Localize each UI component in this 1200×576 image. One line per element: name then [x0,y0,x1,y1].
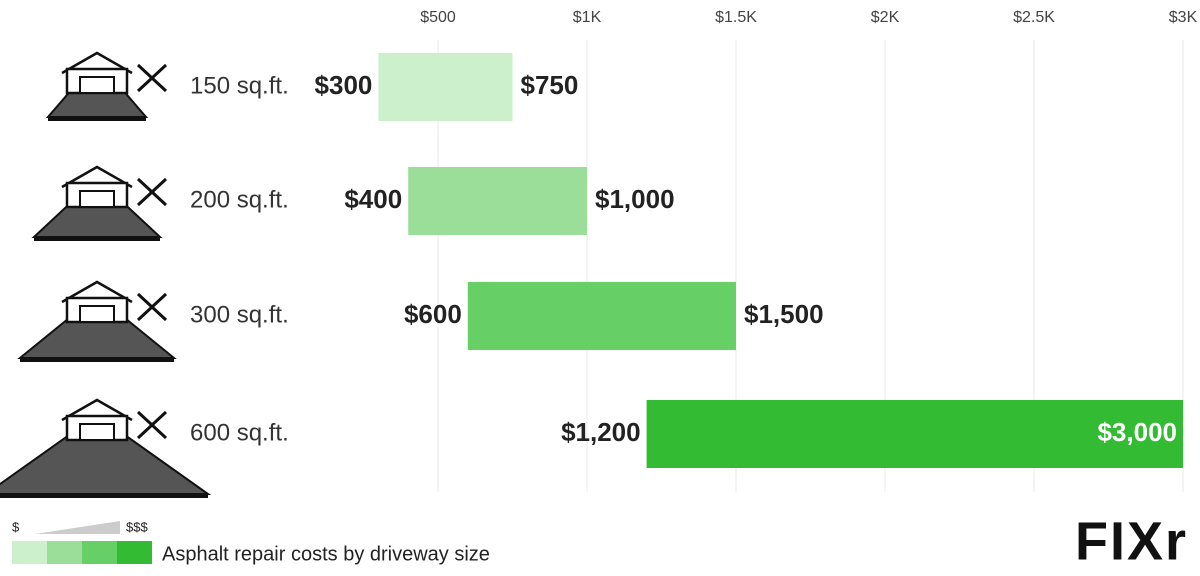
garage-door [79,305,115,323]
garage-roof [61,51,133,75]
category-label: 150 sq.ft. [190,72,289,99]
legend-swatch [47,541,82,564]
category-label: 300 sq.ft. [190,301,289,328]
legend-wedge [35,521,120,534]
bar [408,167,587,235]
x-tick-label: $500 [420,9,456,26]
category-label: 600 sq.ft. [190,419,289,446]
legend-swatch [82,541,117,564]
garage-roof [61,165,133,189]
driveway-icon [0,398,212,498]
high-label: $750 [521,70,579,100]
driveway-edge [34,237,160,241]
high-label: $1,500 [744,299,824,329]
low-label: $600 [404,299,462,329]
tool [136,177,168,207]
x-tick-label: $2K [871,9,900,26]
garage-roof [61,280,133,304]
garage-roof [61,398,133,422]
bar [467,282,736,350]
tool [136,410,168,440]
tool [136,63,168,93]
legend-low-label: $ [12,519,20,534]
driveway-edge [48,117,146,121]
high-label: $1,000 [595,184,675,214]
icons [0,51,212,498]
tool [136,292,168,322]
driveway-icon [31,165,168,241]
driveway-edge [20,358,174,362]
logo: FIXr [1075,511,1188,571]
legend-swatch [117,541,152,564]
x-tick-label: $3K [1169,9,1198,26]
bar [378,53,513,121]
legend-title: Asphalt repair costs by driveway size [162,543,490,565]
driveway-icon [45,51,168,121]
bar [646,400,1183,468]
low-label: $1,200 [561,417,641,447]
garage-door [79,190,115,208]
low-label: $300 [315,70,373,100]
x-tick-label: $2.5K [1013,9,1055,26]
garage-door [79,76,115,94]
garage-door [79,423,115,441]
x-tick-label: $1.5K [715,9,757,26]
driveway-icon [17,280,177,362]
category-label: 200 sq.ft. [190,186,289,213]
x-tick-label: $1K [573,9,602,26]
low-label: $400 [344,184,402,214]
legend-swatch [12,541,47,564]
legend-high-label: $$$ [126,519,148,534]
driveway-edge [0,494,208,498]
high-label: $3,000 [1097,417,1177,447]
